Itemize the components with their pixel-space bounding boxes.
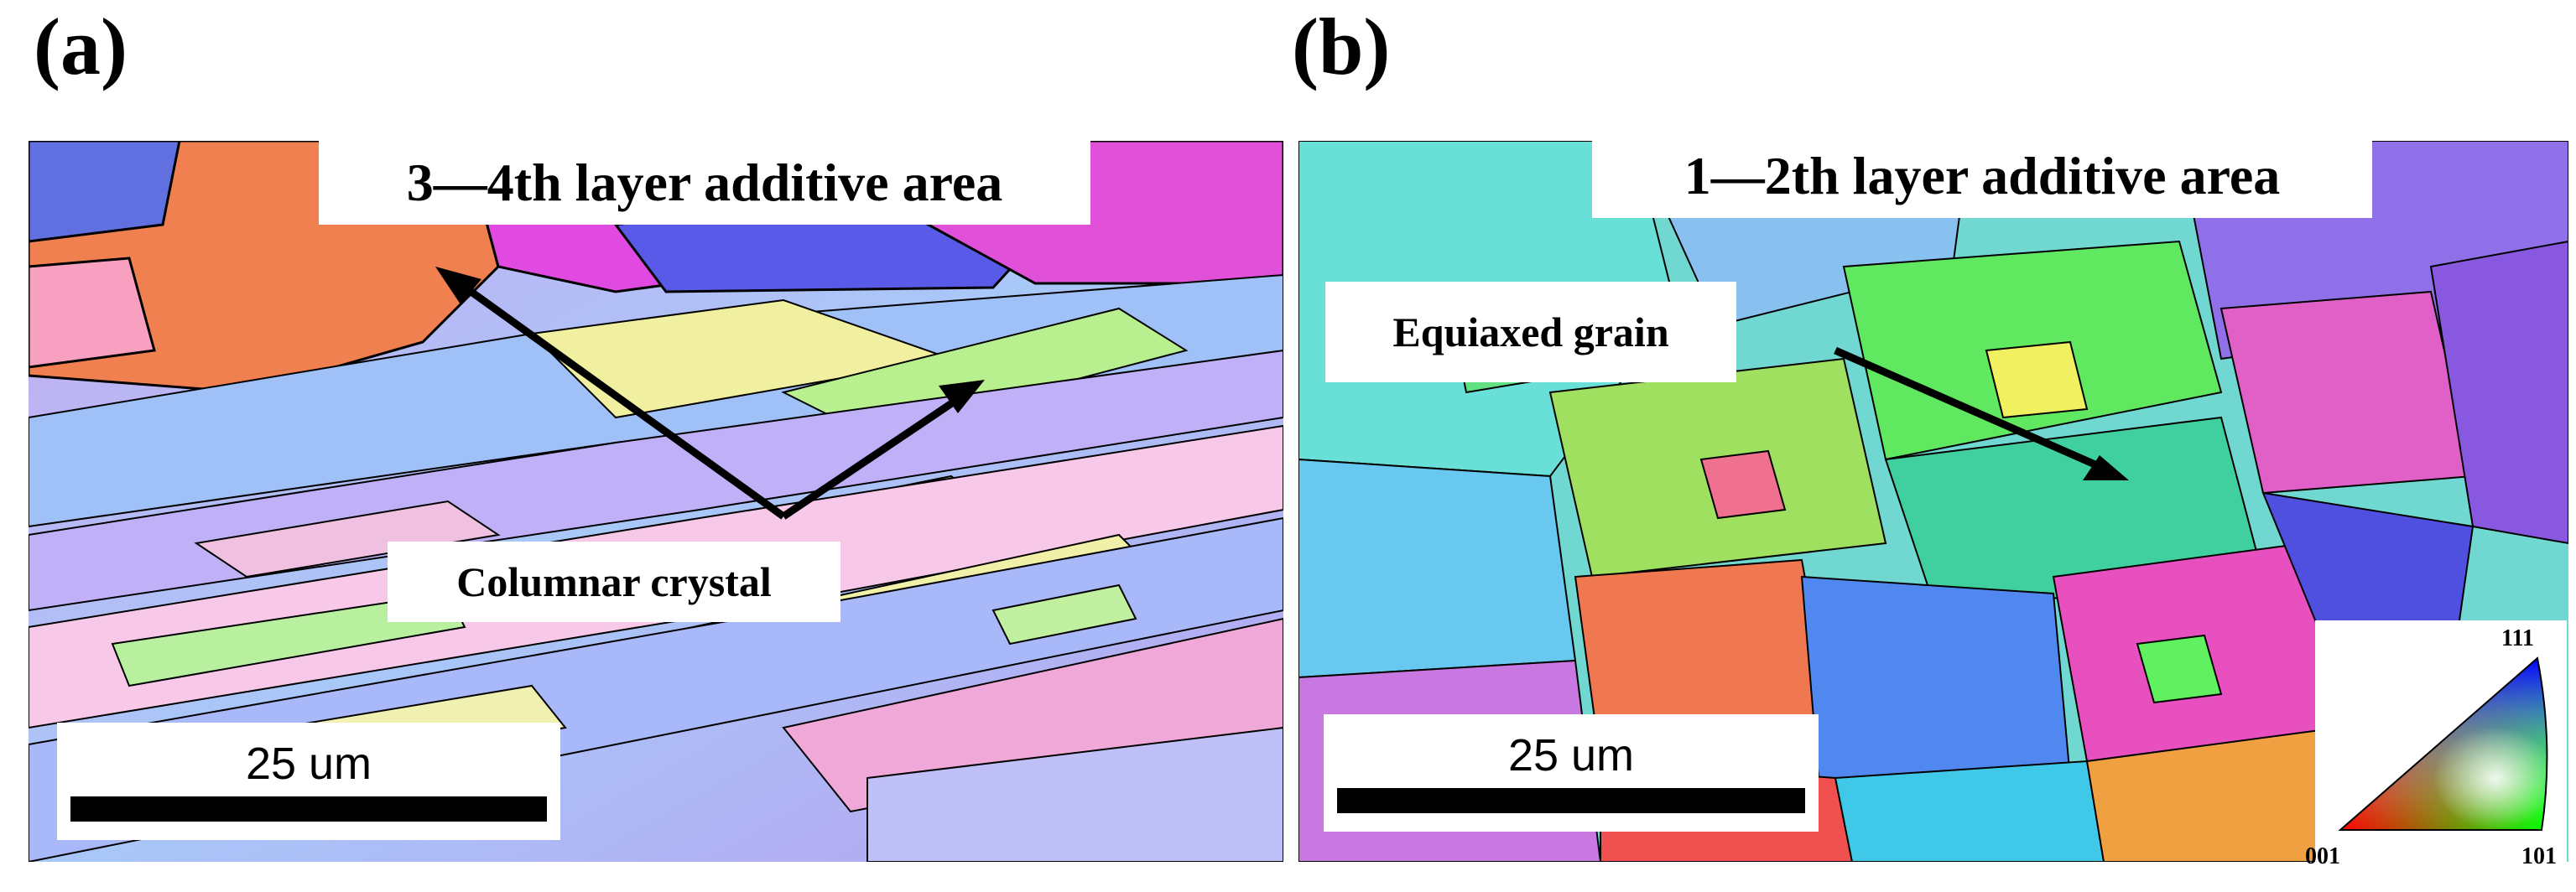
ipf-triangle [2338,656,2548,831]
panel-b-annotation: Equiaxed grain [1325,282,1736,382]
panel-b-scale-label: 25 um [1507,730,1635,780]
panel-a-letter: (a) [34,2,127,91]
panel-b-scale-line [1337,788,1805,813]
panel-b-letter: (b) [1292,2,1391,91]
panel-a-scale-label: 25 um [245,739,372,789]
panel-a-title: 3—4th layer additive area [319,141,1090,225]
panel-a-scale-line [70,796,547,822]
legend-label-001: 001 [2305,843,2340,869]
panel-b-title: 1—2th layer additive area [1592,134,2372,218]
panel-a-scale-bar: 25 um [57,723,560,840]
panel-a-annotation: Columnar crystal [388,542,840,622]
ipf-color-legend: 111 001 101 [2305,620,2567,872]
legend-label-101: 101 [2521,843,2557,869]
legend-label-111: 111 [2501,625,2534,651]
panel-b-scale-bar: 25 um [1324,714,1819,832]
